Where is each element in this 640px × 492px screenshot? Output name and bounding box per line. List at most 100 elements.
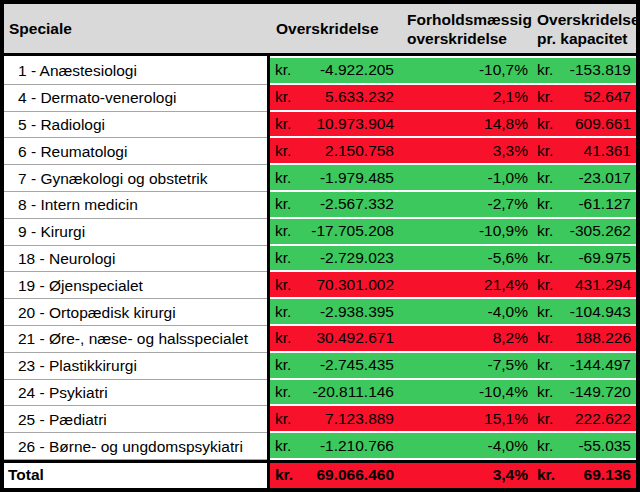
currency-label: kr. [275, 356, 291, 374]
per-capacity-cell[interactable]: kr.-23.017 [532, 165, 636, 192]
speciale-cell[interactable]: 19 - Øjenspecialet [4, 272, 270, 299]
per-capacity-cell[interactable]: kr.188.226 [532, 326, 636, 353]
overskridelse-cell[interactable]: kr. 7.123.889 [270, 406, 404, 433]
overskridelse-cell[interactable]: kr.-1.210.766 [270, 433, 404, 460]
overskridelse-cell[interactable]: kr.70.301.002 [270, 272, 404, 299]
pct-cell[interactable]: 15,1% [404, 406, 532, 433]
table-row: 21 - Øre-, næse- og halsspecialetkr.30.4… [4, 326, 636, 353]
pct-cell[interactable]: 21,4% [404, 272, 532, 299]
total-per-capacity-cell[interactable]: kr. 69.136 [532, 460, 636, 488]
overskridelse-header[interactable]: Overskridelse [270, 4, 404, 56]
pct-cell[interactable]: -10,4% [404, 380, 532, 407]
currency-label: kr. [275, 195, 291, 213]
pct-cell[interactable]: -5,6% [404, 246, 532, 273]
currency-label: kr. [275, 410, 291, 428]
overskridelse-cell[interactable]: kr.30.492.671 [270, 326, 404, 353]
table-body: 1 - Anæstesiologikr.-4.922.205-10,7%kr.-… [4, 56, 636, 488]
pct-cell[interactable]: -4,0% [404, 433, 532, 460]
currency-label: kr. [537, 356, 553, 374]
budget-table: Speciale Overskridelse Forholdsmæssig ov… [4, 4, 636, 488]
per-capacity-cell[interactable]: kr.41.361 [532, 138, 636, 165]
pct-cell[interactable]: -2,7% [404, 192, 532, 219]
speciale-cell[interactable]: 25 - Pædiatri [4, 406, 270, 433]
overskridelse-cell[interactable]: kr.-2.729.023 [270, 246, 404, 273]
total-label-cell[interactable]: Total [4, 460, 270, 488]
speciale-cell[interactable]: 4 - Dermato-venerologi [4, 85, 270, 112]
per-capacity-cell[interactable]: kr. -69.975 [532, 246, 636, 273]
total-per-capacity-value: 69.136 [584, 466, 631, 484]
speciale-cell[interactable]: 9 - Kirurgi [4, 219, 270, 246]
per-capacity-cell[interactable]: kr.-153.819 [532, 58, 636, 85]
per-capacity-value: 52.647 [584, 88, 631, 106]
table-row: 19 - Øjenspecialetkr.70.301.00221,4%kr.4… [4, 272, 636, 299]
currency-label: kr. [537, 303, 553, 321]
forholdsmaessig-header[interactable]: Forholdsmæssig overskridelse [404, 4, 532, 56]
overskridelse-cell[interactable]: kr.10.973.904 [270, 112, 404, 139]
currency-label: kr. [537, 61, 553, 79]
pct-cell[interactable]: -1,0% [404, 165, 532, 192]
pct-cell[interactable]: -7,5% [404, 353, 532, 380]
speciale-cell[interactable]: 5 - Radiologi [4, 112, 270, 139]
speciale-header[interactable]: Speciale [4, 4, 270, 56]
overskridelse-cell[interactable]: kr.-2.567.332 [270, 192, 404, 219]
pct-cell[interactable]: 8,2% [404, 326, 532, 353]
overskridelse-cell[interactable]: kr.-2.938.395 [270, 299, 404, 326]
currency-label: kr. [537, 437, 553, 455]
amount-value: -17.705.208 [311, 222, 394, 240]
speciale-cell[interactable]: 21 - Øre-, næse- og halsspecialet [4, 326, 270, 353]
per-capacity-cell[interactable]: kr.-149.720 [532, 380, 636, 407]
pct-cell[interactable]: -10,7% [404, 58, 532, 85]
speciale-cell[interactable]: 1 - Anæstesiologi [4, 58, 270, 85]
per-capacity-value: -69.975 [578, 249, 631, 267]
table-row: 20 - Ortopædisk kirurgikr.-2.938.395-4,0… [4, 299, 636, 326]
pct-cell[interactable]: 14,8% [404, 112, 532, 139]
pct-cell[interactable]: 3,3% [404, 138, 532, 165]
table-row: 1 - Anæstesiologikr.-4.922.205-10,7%kr.-… [4, 58, 636, 85]
currency-label: kr. [275, 276, 291, 294]
overskridelse-cell[interactable]: kr.5.633.232 [270, 85, 404, 112]
speciale-cell[interactable]: 23 - Plastikkirurgi [4, 353, 270, 380]
table-row: 24 - Psykiatrikr.-20.811.146-10,4%kr.-14… [4, 380, 636, 407]
total-overskridelse-cell[interactable]: kr. 69.066.460 [270, 460, 404, 488]
overskridelse-cell[interactable]: kr.-17.705.208 [270, 219, 404, 246]
per-capacity-cell[interactable]: kr.-305.262 [532, 219, 636, 246]
speciale-cell[interactable]: 24 - Psykiatri [4, 380, 270, 407]
per-capacity-value: 222.622 [575, 410, 631, 428]
per-capacity-cell[interactable]: kr.222.622 [532, 406, 636, 433]
speciale-cell[interactable]: 20 - Ortopædisk kirurgi [4, 299, 270, 326]
speciale-cell[interactable]: 6 - Reumatologi [4, 138, 270, 165]
per-capacity-cell[interactable]: kr.609.661 [532, 112, 636, 139]
overskridelse-cell[interactable]: kr.2.150.758 [270, 138, 404, 165]
total-pct-cell[interactable]: 3,4% [404, 460, 532, 488]
amount-value: 30.492.671 [316, 329, 394, 347]
per-capacity-cell[interactable]: kr.52.647 [532, 85, 636, 112]
speciale-cell[interactable]: 18 - Neurologi [4, 246, 270, 273]
per-capacity-cell[interactable]: kr.-61.127 [532, 192, 636, 219]
table-row: 26 - Børne- og ungdomspsykiatrikr.-1.210… [4, 433, 636, 460]
pct-cell[interactable]: 2,1% [404, 85, 532, 112]
header-line: Forholdsmæssig [407, 10, 532, 29]
pct-cell[interactable]: -10,9% [404, 219, 532, 246]
per-capacity-value: 431.294 [575, 276, 631, 294]
per-capacity-cell[interactable]: kr.-144.497 [532, 353, 636, 380]
currency-label: kr. [537, 249, 553, 267]
speciale-cell[interactable]: 8 - Intern medicin [4, 192, 270, 219]
overskridelse-cell[interactable]: kr.-20.811.146 [270, 380, 404, 407]
currency-label: kr. [537, 195, 553, 213]
currency-label: kr. [275, 383, 291, 401]
speciale-cell[interactable]: 7 - Gynækologi og obstetrik [4, 165, 270, 192]
amount-value: 7.123.889 [325, 410, 394, 428]
per-capacity-cell[interactable]: kr.-55.035 [532, 433, 636, 460]
kapacitet-header[interactable]: Overskridelse pr. kapacitet [532, 4, 636, 56]
overskridelse-cell[interactable]: kr.-4.922.205 [270, 58, 404, 85]
per-capacity-cell[interactable]: kr.431.294 [532, 272, 636, 299]
overskridelse-cell[interactable]: kr.-2.745.435 [270, 353, 404, 380]
pct-cell[interactable]: -4,0% [404, 299, 532, 326]
speciale-cell[interactable]: 26 - Børne- og ungdomspsykiatri [4, 433, 270, 460]
currency-label: kr. [537, 142, 553, 160]
total-amount-value: 69.066.460 [316, 466, 394, 484]
currency-label: kr. [537, 383, 553, 401]
currency-label: kr. [275, 169, 291, 187]
per-capacity-cell[interactable]: kr.-104.943 [532, 299, 636, 326]
overskridelse-cell[interactable]: kr.-1.979.485 [270, 165, 404, 192]
